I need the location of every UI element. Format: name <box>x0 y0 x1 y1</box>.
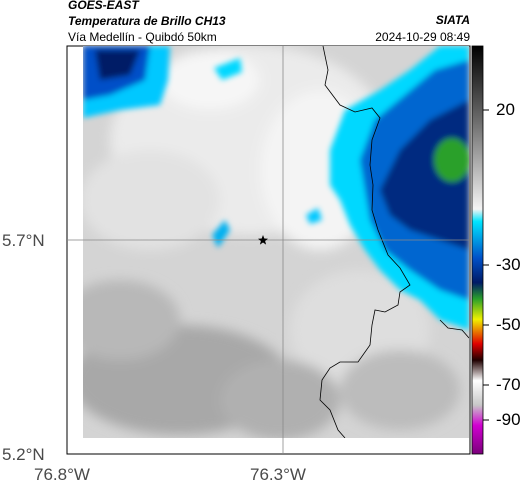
colorbar-tick-label: -30 <box>496 255 521 274</box>
boundary-line <box>319 46 411 438</box>
product-title: Temperatura de Brillo CH13 <box>68 14 226 28</box>
colorbar-tick-label: -50 <box>496 315 521 334</box>
lat-tick-label: 5.2°N <box>2 445 45 464</box>
region-label: Vía Medellín - Quibdó 50km <box>68 30 217 44</box>
organization-label: SIATA <box>435 13 470 27</box>
boundary-line <box>439 319 469 339</box>
colorbar-tick-label: -90 <box>496 410 521 429</box>
colorbar-tick-label: -70 <box>496 375 521 394</box>
colorbar <box>471 45 484 455</box>
colorbar-tick-label: 20 <box>496 100 515 119</box>
timestamp-label: 2024-10-29 08:49 <box>375 30 470 44</box>
brightness-temperature-field <box>83 46 469 438</box>
lat-tick-label: 5.7°N <box>2 231 45 250</box>
lon-tick-label: 76.8°W <box>34 465 90 484</box>
satellite-name: GOES-EAST <box>68 0 139 12</box>
star-icon <box>258 235 268 245</box>
lon-tick-label: 76.3°W <box>250 465 306 484</box>
